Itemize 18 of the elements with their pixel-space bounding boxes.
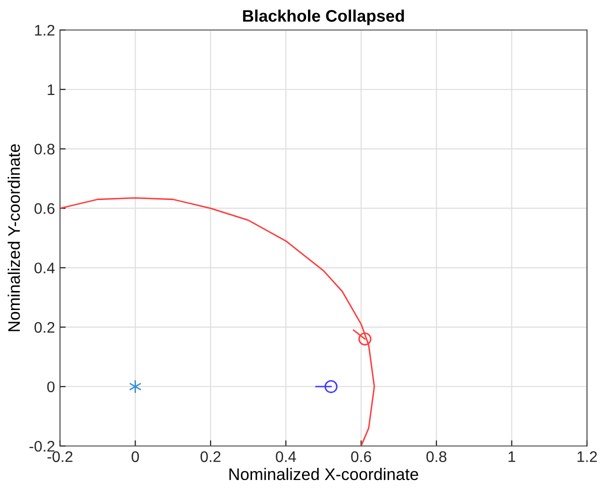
x-tick-label: 1.2 bbox=[578, 451, 597, 462]
y-tick-label: 0.6 bbox=[34, 203, 54, 214]
x-tick-label: 0.2 bbox=[200, 451, 220, 462]
y-tick-label: -0.2 bbox=[29, 440, 54, 452]
x-axis-title: Nominalized X-coordinate bbox=[229, 468, 418, 480]
x-tick-label: 0.4 bbox=[276, 451, 296, 462]
x-tick-label: 0 bbox=[132, 451, 139, 462]
chart-title: Blackhole Collapsed bbox=[243, 10, 404, 26]
y-tick-label: 0.8 bbox=[34, 144, 54, 155]
y-tick-label: 0 bbox=[47, 381, 55, 392]
x-tick-label: 0.8 bbox=[426, 451, 446, 462]
y-tick-label: 1.2 bbox=[35, 24, 54, 36]
y-tick-label: 1 bbox=[48, 84, 54, 95]
y-tick-label: 0.4 bbox=[34, 262, 55, 274]
y-tick-label: 0.2 bbox=[34, 322, 54, 333]
x-tick-label: 0.6 bbox=[351, 451, 372, 462]
y-axis-title: Nominalized Y-coordinate bbox=[8, 144, 20, 332]
x-tick-label: 1 bbox=[508, 451, 516, 462]
